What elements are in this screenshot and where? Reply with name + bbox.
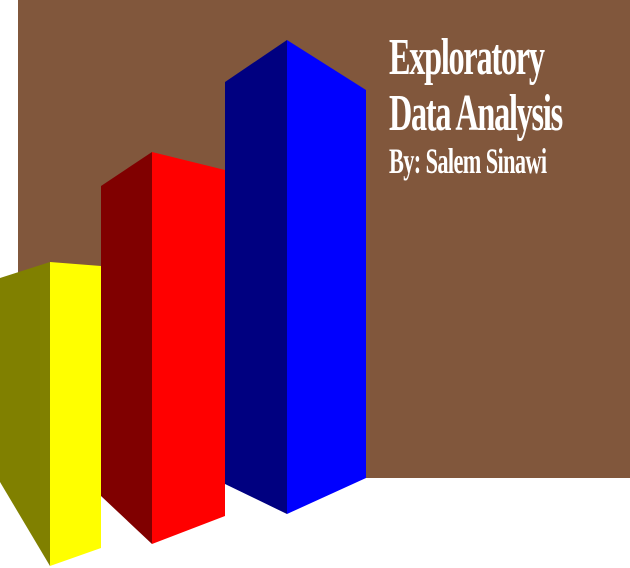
title-line-1: Exploratory bbox=[389, 29, 545, 86]
yellow-bar-front bbox=[50, 262, 101, 566]
blue-bar-front bbox=[287, 40, 366, 514]
title-line-2: Data Analysis bbox=[389, 85, 563, 142]
red-bar-front bbox=[152, 152, 225, 544]
blue-bar-side bbox=[225, 40, 287, 514]
title-block: Exploratory Data Analysis By: Salem Sina… bbox=[389, 29, 629, 181]
red-bar-side bbox=[101, 152, 152, 544]
yellow-bar-side bbox=[0, 262, 50, 566]
red-bar bbox=[101, 152, 225, 544]
blue-bar bbox=[225, 40, 366, 514]
yellow-bar bbox=[0, 262, 101, 566]
author-byline: By: Salem Sinawi bbox=[389, 141, 547, 181]
